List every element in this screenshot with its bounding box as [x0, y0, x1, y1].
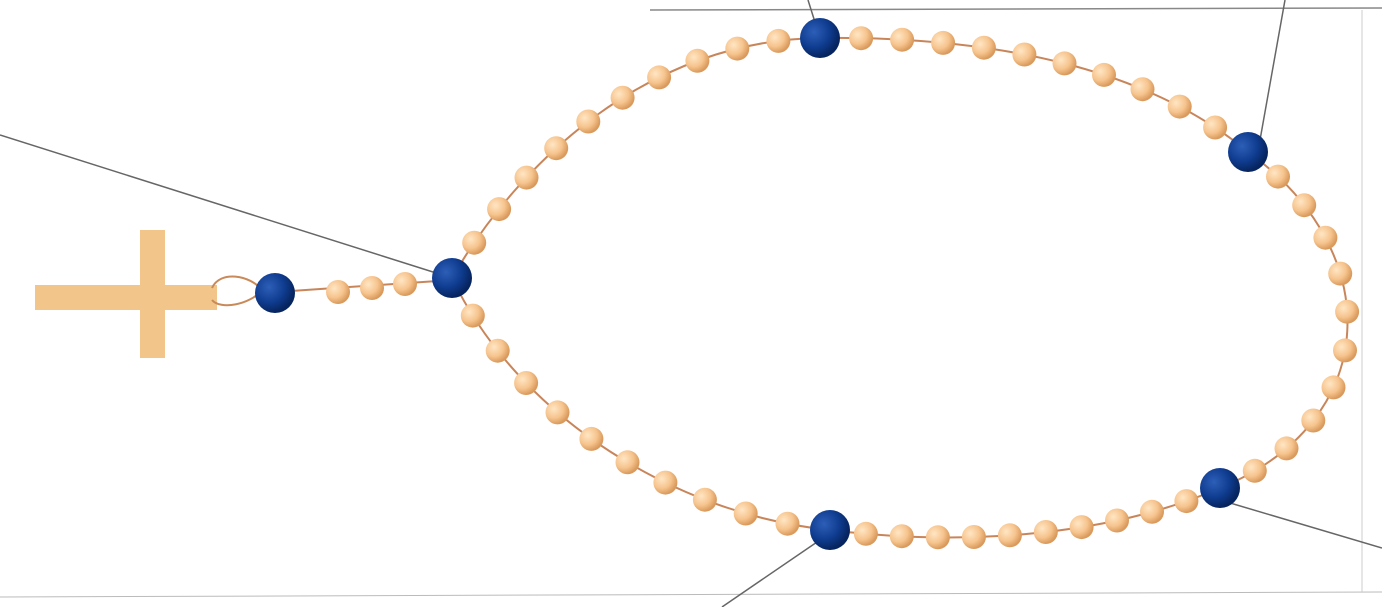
small-bead: [925, 525, 950, 550]
small-bead: [610, 85, 635, 110]
large-bead: [432, 258, 472, 298]
small-bead: [997, 523, 1022, 548]
small-bead: [1203, 115, 1228, 140]
small-bead: [1321, 375, 1346, 400]
small-bead: [544, 136, 569, 161]
small-bead: [961, 525, 986, 549]
pointer-line: [1259, 0, 1286, 141]
small-bead: [462, 230, 487, 255]
small-bead: [487, 197, 512, 222]
small-bead: [1069, 515, 1094, 540]
small-bead: [1092, 62, 1116, 87]
small-bead: [576, 109, 601, 134]
small-bead: [889, 524, 914, 549]
small-bead: [653, 470, 678, 495]
small-bead: [514, 165, 539, 190]
small-bead: [766, 28, 791, 53]
small-bead: [1130, 77, 1155, 102]
small-bead: [725, 36, 750, 61]
small-bead: [733, 501, 758, 526]
small-bead: [1313, 225, 1338, 250]
small-bead: [971, 35, 996, 60]
chain-segment: [829, 487, 1221, 539]
pointer-line: [721, 539, 821, 607]
large-bead: [255, 273, 295, 313]
small-bead: [1174, 489, 1199, 514]
chain-segment: [451, 37, 821, 279]
small-bead: [1167, 94, 1192, 119]
small-bead: [1105, 508, 1129, 533]
crucifix: [35, 230, 217, 358]
small-bead: [775, 511, 800, 536]
small-bead: [1242, 458, 1267, 483]
small-bead: [931, 30, 956, 55]
pointer-line: [0, 134, 453, 279]
large-bead: [1200, 468, 1240, 508]
small-bead: [615, 450, 640, 475]
large-bead: [810, 510, 850, 550]
small-bead: [1328, 261, 1353, 286]
small-bead: [360, 276, 384, 300]
small-bead: [579, 426, 604, 451]
frame-line: [649, 7, 1382, 11]
small-bead: [1333, 338, 1357, 363]
small-bead: [545, 400, 570, 425]
small-bead: [393, 272, 417, 296]
beads: [255, 18, 1360, 550]
cross-loop: [211, 275, 264, 307]
small-bead: [460, 303, 485, 328]
chain-segment: [451, 277, 831, 531]
small-bead: [1335, 299, 1360, 324]
small-bead: [685, 48, 710, 73]
small-bead: [647, 65, 672, 90]
large-bead: [1228, 132, 1268, 172]
small-bead: [853, 521, 878, 546]
large-bead: [800, 18, 840, 58]
small-bead: [1301, 408, 1326, 433]
small-bead: [890, 27, 915, 52]
small-bead: [692, 487, 717, 512]
small-bead: [1012, 42, 1037, 67]
small-bead: [1274, 436, 1299, 461]
small-bead: [1052, 51, 1077, 76]
small-bead: [1140, 499, 1164, 524]
small-bead: [1292, 193, 1317, 218]
small-bead: [1266, 164, 1290, 189]
small-bead: [1033, 520, 1058, 544]
frame-line: [0, 591, 1382, 598]
small-bead: [326, 280, 350, 304]
small-bead: [849, 26, 874, 51]
pointer-line: [1219, 499, 1382, 549]
small-bead: [514, 371, 539, 395]
cross-horizontal: [35, 285, 217, 310]
small-bead: [485, 338, 510, 363]
